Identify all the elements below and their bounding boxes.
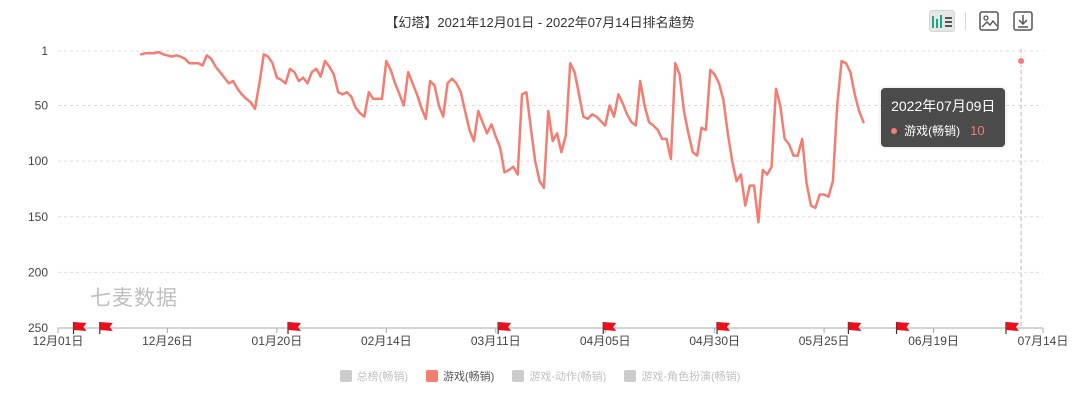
- y-tick-label: 100: [28, 154, 48, 168]
- legend-item-games[interactable]: 游戏(畅销): [426, 368, 494, 384]
- x-tick-label: 05月25日: [799, 334, 850, 348]
- flag-marker: [99, 322, 113, 334]
- legend-item-rpg[interactable]: 游戏-角色扮演(畅销): [624, 368, 740, 384]
- legend-swatch: [339, 370, 352, 382]
- x-tick-label: 12月26日: [142, 334, 193, 348]
- x-tick-label: 12月01日: [33, 334, 84, 348]
- flag-marker: [72, 322, 87, 334]
- save-image-button[interactable]: [976, 10, 1002, 32]
- bar-chart-icon: [932, 15, 952, 28]
- legend-swatch: [426, 370, 438, 382]
- x-tick-label: 03月11日: [471, 334, 521, 348]
- legend-label: 游戏-动作(畅销): [529, 371, 607, 383]
- x-tick-label: 04月30日: [689, 334, 740, 348]
- tooltip: 2022年07月09日 游戏(畅销) 10: [881, 88, 1006, 147]
- toolbar-divider: [965, 12, 966, 30]
- legend-item-action[interactable]: 游戏-动作(畅销): [512, 368, 606, 384]
- hover-cursor: [1017, 49, 1026, 328]
- tooltip-row: 游戏(畅销) 10: [891, 122, 995, 139]
- series-layer: [139, 50, 865, 224]
- legend-swatch: [512, 370, 525, 382]
- grid-lines: [58, 50, 1043, 273]
- flag-markers: [72, 322, 1019, 334]
- download-button[interactable]: [1010, 10, 1036, 32]
- legend-label: 总榜(畅销): [356, 371, 408, 383]
- flag-marker: [847, 322, 862, 334]
- legend: 总榜(畅销) 游戏(畅销) 游戏-动作(畅销) 游戏-角色扮演(畅销): [0, 368, 1080, 384]
- tooltip-date: 2022年07月09日: [891, 98, 996, 114]
- chart-title: 【幻塔】2021年12月01日 - 2022年07月14日排名趋势: [385, 15, 695, 30]
- flag-marker: [1005, 322, 1019, 334]
- legend-swatch: [624, 370, 637, 382]
- tooltip-value: 10: [970, 123, 985, 138]
- flag-marker: [716, 322, 731, 334]
- chart-toolbar: [929, 10, 1036, 32]
- flag-marker: [497, 322, 512, 334]
- y-tick-label: 150: [28, 210, 48, 224]
- legend-label: 游戏-角色扮演(畅销): [641, 371, 741, 383]
- x-tick-label: 07月14日: [1018, 334, 1069, 348]
- download-icon: [1013, 11, 1033, 31]
- x-tick-label: 06月19日: [908, 334, 959, 348]
- watermark: 七麦数据: [90, 287, 178, 310]
- x-tick-label: 02月14日: [361, 334, 412, 348]
- image-icon: [979, 11, 999, 31]
- legend-label: 游戏(畅销): [443, 371, 495, 383]
- series-dot: [891, 127, 898, 134]
- y-tick-label: 1: [41, 44, 48, 58]
- flag-marker: [602, 322, 617, 334]
- y-tick-label: 250: [28, 321, 48, 335]
- y-tick-label: 50: [35, 99, 49, 113]
- highlight-point: [1017, 57, 1026, 66]
- flag-marker: [287, 322, 302, 334]
- tooltip-series: 游戏(畅销): [904, 124, 961, 138]
- x-tick-label: 04月05日: [580, 334, 631, 348]
- chart-type-toggle[interactable]: [929, 10, 955, 32]
- legend-item-overall[interactable]: 总榜(畅销): [339, 368, 408, 384]
- series-line: [139, 50, 865, 224]
- y-tick-label: 200: [28, 265, 48, 279]
- flag-marker: [895, 322, 910, 334]
- x-tick-label: 01月20日: [252, 334, 303, 348]
